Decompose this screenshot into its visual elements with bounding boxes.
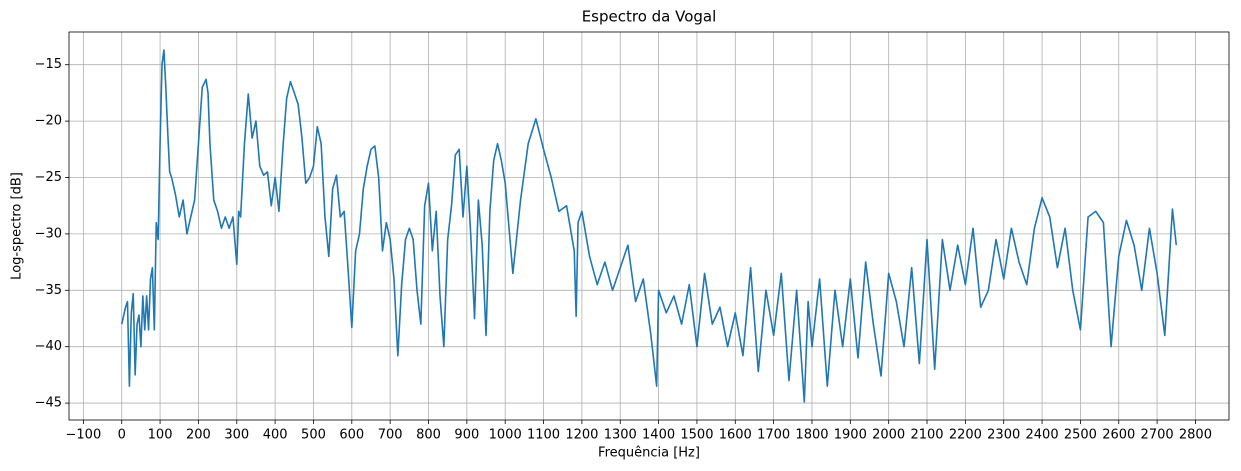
x-tick-label: 2600 [1102, 428, 1135, 443]
x-tick-label: 300 [224, 428, 249, 443]
x-tick-label: 1900 [834, 428, 867, 443]
y-tick-label: −45 [35, 396, 62, 411]
x-tick-label: 1600 [719, 428, 752, 443]
x-tick-label: 1000 [489, 428, 522, 443]
x-tick-label: 1700 [757, 428, 790, 443]
x-tick-label: 1100 [527, 428, 560, 443]
x-tick-label: 2500 [1064, 428, 1097, 443]
x-tick-label: 1200 [565, 428, 598, 443]
x-tick-label: 100 [148, 428, 173, 443]
x-tick-label: 400 [263, 428, 288, 443]
x-tick-label: 2800 [1179, 428, 1212, 443]
x-tick-label: 1500 [680, 428, 713, 443]
y-tick-label: −15 [35, 57, 62, 72]
plot-frame [68, 31, 1230, 421]
x-tick-label: 200 [186, 428, 211, 443]
y-tick-label: −30 [35, 226, 62, 241]
y-tick-label: −25 [35, 170, 62, 185]
x-tick-label: 1400 [642, 428, 675, 443]
x-tick-label: 500 [301, 428, 326, 443]
x-tick-label: 2400 [1026, 428, 1059, 443]
y-tick-label: −35 [35, 283, 62, 298]
x-tick-label: 900 [454, 428, 479, 443]
x-tick-label: 0 [118, 428, 126, 443]
x-tick-label: 2100 [910, 428, 943, 443]
y-tick-label: −20 [35, 114, 62, 129]
y-tick-label: −40 [35, 339, 62, 354]
x-tick-label: 800 [416, 428, 441, 443]
x-tick-label: 1800 [795, 428, 828, 443]
x-tick-label: 2000 [872, 428, 905, 443]
line-series [120, 49, 1178, 403]
x-tick-label: 2700 [1141, 428, 1174, 443]
chart-title: Espectro da Vogal [582, 8, 717, 26]
x-axis-label: Frequência [Hz] [598, 446, 700, 461]
y-axis-label: Log-spectro [dB] [10, 172, 25, 280]
x-tick-label: 1300 [604, 428, 637, 443]
x-tick-label: 2200 [949, 428, 982, 443]
x-tick-label: 600 [339, 428, 364, 443]
x-tick-label: −100 [66, 428, 102, 443]
x-tick-label: 700 [378, 428, 403, 443]
x-tick-label: 2300 [987, 428, 1020, 443]
